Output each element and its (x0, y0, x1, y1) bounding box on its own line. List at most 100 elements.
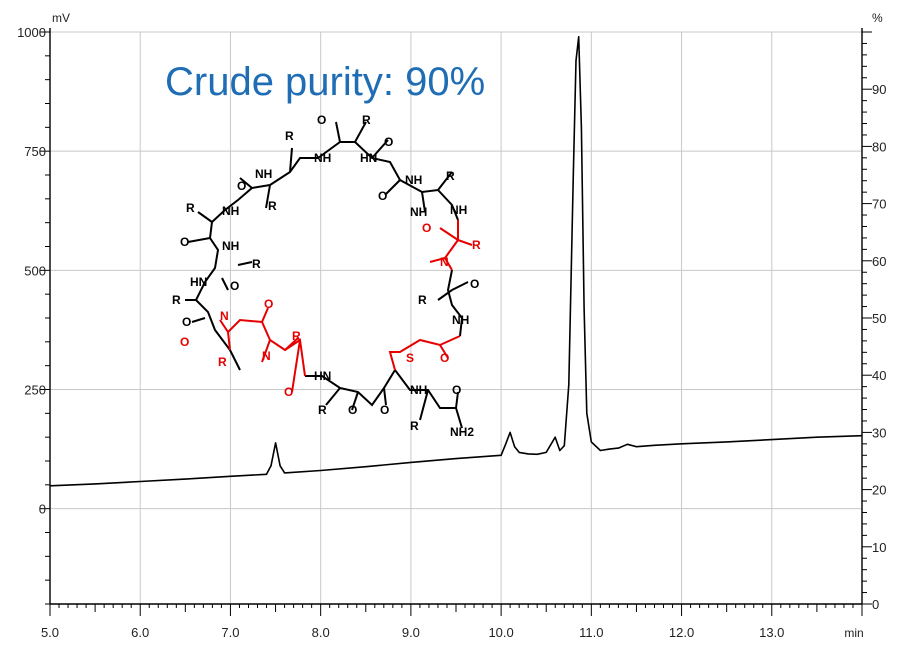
data-point (184, 478, 186, 480)
r-label: R (285, 129, 294, 143)
r-label: R (218, 355, 227, 369)
r-label: R (268, 199, 277, 213)
y2-tick-label: 90 (872, 82, 886, 97)
data-point (509, 431, 511, 433)
data-point (49, 485, 51, 487)
x-tick-label: 6.0 (131, 625, 149, 640)
o-label: O (378, 189, 387, 203)
y2-tick-label: 20 (872, 483, 886, 498)
y-tick-label: 0 (39, 502, 46, 517)
hn-label: HN (190, 275, 207, 289)
tick-labels: 5.0 6.0 7.0 8.0 9.0 10.0 11.0 12.0 13.0 min 0 250 50… (17, 11, 886, 640)
data-point (771, 438, 773, 441)
r-label: R (318, 403, 327, 417)
data-point (575, 60, 577, 62)
y2-tick-label: 0 (872, 597, 879, 612)
r-label: R (418, 293, 427, 307)
y2-tick-label: 40 (872, 368, 886, 383)
data-point (608, 448, 610, 450)
data-point (410, 461, 412, 464)
s-label: S (406, 351, 414, 365)
data-point (536, 453, 538, 455)
peptide-structure: R O R O NH HN NH O R NH R O NH NH R NH O… (172, 113, 481, 439)
data-point (518, 451, 520, 454)
hn-label: HN (314, 369, 331, 383)
data-point (545, 451, 547, 454)
n-label: N (262, 349, 271, 363)
o-label: O (380, 403, 389, 417)
data-point (283, 472, 286, 474)
data-point (229, 475, 232, 477)
data-point (726, 441, 728, 443)
o-label: O (180, 335, 189, 349)
data-point (365, 466, 367, 468)
n-label: N (440, 255, 449, 269)
r-label: R (292, 329, 301, 343)
o-label: O (384, 135, 393, 149)
axes (40, 28, 872, 616)
data-point (578, 36, 580, 38)
data-point (861, 435, 863, 437)
y2-axis-unit: % (872, 11, 883, 25)
y2-tick-label: 80 (872, 139, 886, 154)
o-label: O (348, 403, 357, 417)
r-label: R (446, 169, 455, 183)
data-point (590, 441, 592, 443)
data-point (583, 307, 585, 310)
n-label: N (220, 309, 229, 323)
data-point (94, 483, 96, 485)
nh-label: NH (450, 203, 467, 217)
x-axis-unit: min (844, 626, 863, 640)
data-point (139, 480, 141, 483)
y2-tick-label: 10 (872, 540, 886, 555)
data-point (559, 449, 561, 452)
r-label: R (172, 293, 181, 307)
data-point (274, 442, 277, 444)
data-point (816, 436, 818, 438)
data-point (680, 443, 683, 445)
data-point (563, 445, 565, 447)
r-label: R (362, 113, 371, 127)
o-label: O (237, 179, 246, 193)
data-point (265, 473, 268, 475)
y2-tick-label: 70 (872, 197, 886, 212)
data-point (617, 447, 620, 449)
nh-label: NH (222, 204, 239, 218)
data-point (279, 465, 281, 467)
o-label: O (180, 235, 189, 249)
y-tick-label: 750 (24, 144, 46, 159)
data-point (270, 465, 272, 467)
nh-label: NH (410, 383, 427, 397)
y-axis-unit: mV (52, 11, 70, 25)
y2-tick-label: 60 (872, 254, 886, 269)
nh-label: NH (222, 239, 239, 253)
data-point (580, 126, 583, 128)
x-tick-label: 7.0 (221, 625, 239, 640)
series-line-0 (49, 35, 863, 487)
o-label: O (264, 297, 273, 311)
data-point (568, 384, 570, 386)
nh-label: NH (255, 167, 272, 181)
r-label: R (252, 257, 261, 271)
data-point (514, 446, 516, 448)
x-tick-label: 5.0 (41, 625, 59, 640)
r-label: R (186, 201, 195, 215)
r-label: R (410, 419, 419, 433)
y2-tick-label: 50 (872, 311, 886, 326)
o-label: O (470, 277, 479, 291)
data-point (455, 458, 457, 460)
nh-label: NH (314, 151, 331, 165)
data-point (505, 443, 507, 445)
o-label: O (452, 383, 461, 397)
nh-label: NH (452, 313, 469, 327)
o-label: O (284, 385, 293, 399)
data-point (586, 412, 588, 414)
data-point (554, 436, 556, 438)
x-tick-label: 13.0 (759, 625, 784, 640)
data-point (653, 444, 656, 446)
o-label: O (182, 315, 191, 329)
o-label: O (422, 221, 431, 235)
y-tick-label: 500 (24, 263, 46, 278)
data-point (626, 443, 629, 445)
